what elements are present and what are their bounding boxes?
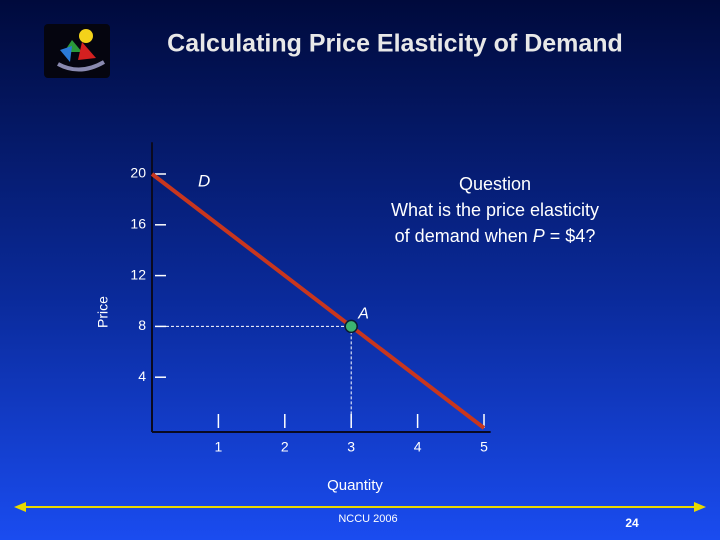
- annotation-line: of demand when P = $4?: [395, 226, 596, 246]
- series-label: D: [198, 171, 210, 190]
- x-tick-label: 3: [347, 439, 355, 455]
- y-tick-label: 16: [130, 216, 146, 232]
- y-tick-label: 8: [138, 317, 146, 333]
- logo: [44, 24, 110, 78]
- x-axis-label: Quantity: [327, 477, 383, 494]
- arrow-head: [694, 502, 706, 512]
- x-tick-label: 2: [281, 439, 289, 455]
- y-tick-label: 20: [130, 165, 146, 181]
- demand-line: [150, 172, 486, 430]
- y-tick-label: 4: [138, 368, 146, 384]
- annotation-part: P: [533, 226, 545, 246]
- footer-source: NCCU 2006: [338, 513, 397, 525]
- page-number: 24: [625, 516, 639, 530]
- y-tick-label: 12: [130, 266, 146, 282]
- point-label: A: [357, 306, 369, 323]
- x-tick-label: 4: [414, 439, 422, 455]
- slide-title: Calculating Price Elasticity of Demand: [167, 30, 623, 58]
- annotation-line: What is the price elasticity: [391, 200, 599, 220]
- annotation-part: of demand when: [395, 226, 533, 246]
- x-tick-label: 5: [480, 439, 488, 455]
- arrow-head: [14, 502, 26, 512]
- x-tick-label: 1: [215, 439, 223, 455]
- annotation-line: Question: [459, 174, 531, 194]
- point: [344, 319, 358, 334]
- annotation-part: = $4?: [545, 226, 596, 246]
- y-axis-label: Price: [95, 296, 111, 328]
